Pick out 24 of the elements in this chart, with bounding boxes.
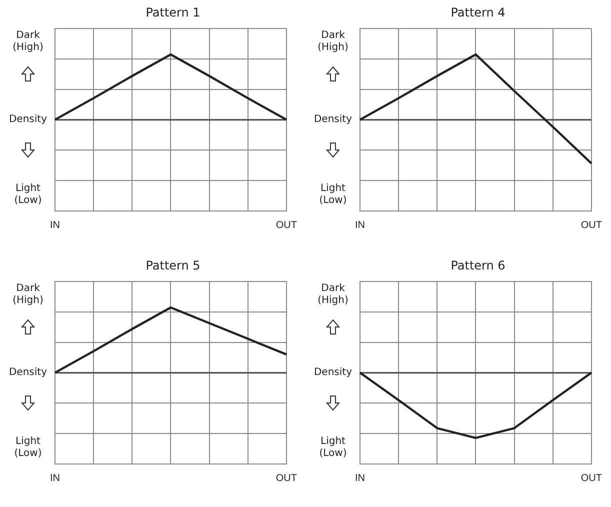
text: Light (Low) xyxy=(13,436,43,460)
chart-title: Pattern 6 xyxy=(450,258,506,272)
x-tick-label: IN xyxy=(355,472,365,484)
text: Light (Low) xyxy=(318,436,348,460)
text: Dark (High) xyxy=(12,30,44,54)
chart-title: Pattern 1 xyxy=(146,5,200,20)
x-tick-label: OUT xyxy=(580,220,602,231)
text: Dark (High) xyxy=(12,283,44,308)
x-tick-label: OUT xyxy=(276,220,297,231)
text: Dark (High) xyxy=(316,30,350,54)
chart-title: Pattern 4 xyxy=(450,5,506,20)
x-tick-label: IN xyxy=(50,472,60,484)
x-tick-label: IN xyxy=(355,220,365,231)
text: Density xyxy=(312,366,354,379)
text: Density xyxy=(8,114,48,126)
text: Light (Low) xyxy=(13,183,43,207)
text: Dark (High) xyxy=(316,283,350,308)
x-tick-label: OUT xyxy=(580,472,602,484)
x-tick-label: OUT xyxy=(276,472,297,484)
x-tick-label: IN xyxy=(50,220,60,231)
text: Density xyxy=(8,366,48,379)
text: Density xyxy=(312,114,354,126)
text: Light (Low) xyxy=(318,183,348,207)
chart-title: Pattern 5 xyxy=(146,258,200,272)
